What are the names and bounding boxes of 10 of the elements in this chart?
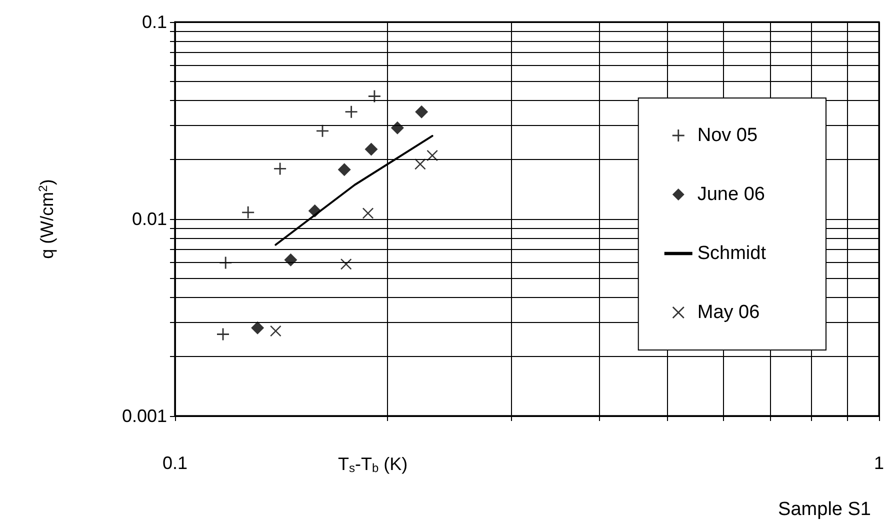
text: Sample S1 — [778, 499, 872, 520]
legend-label: June 06 — [697, 184, 765, 205]
legend-label: May 06 — [697, 302, 760, 323]
y-axis-title: q (W/cm2) — [36, 179, 57, 259]
y-tick-label: 0.01 — [132, 209, 167, 229]
legend-label: Schmidt — [697, 243, 767, 264]
y-tick-label: 0.1 — [142, 12, 167, 32]
x-tick-label: 1 — [874, 453, 884, 473]
y-tick-label: 0.001 — [122, 406, 167, 426]
legend-label: Nov 05 — [697, 125, 758, 146]
